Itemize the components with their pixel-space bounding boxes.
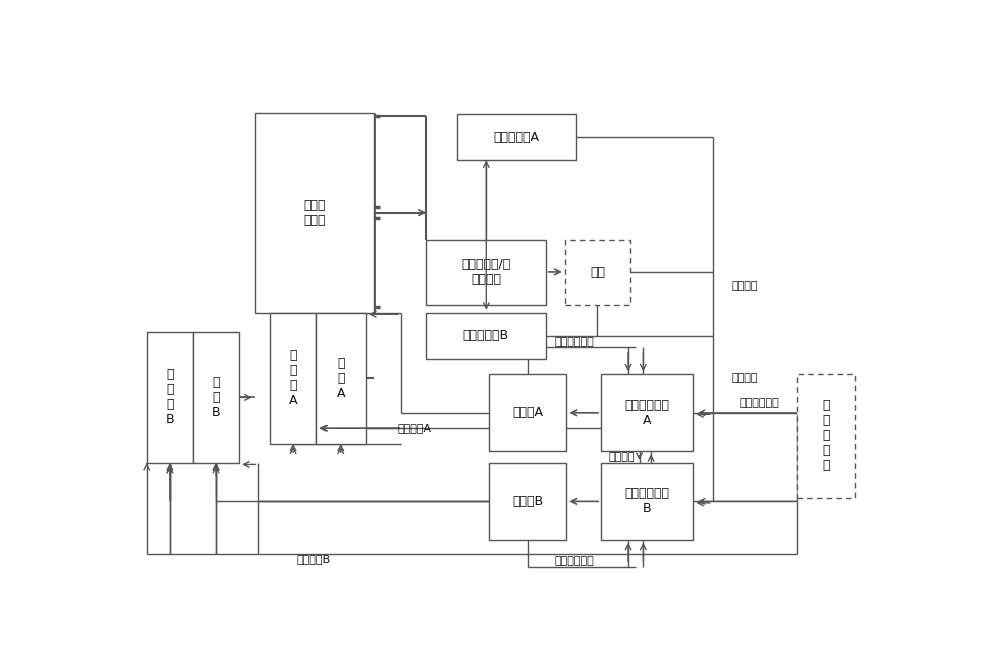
- Text: 桥路电流采样: 桥路电流采样: [554, 337, 594, 347]
- Bar: [601, 374, 693, 451]
- Bar: [565, 239, 630, 305]
- Bar: [489, 463, 566, 540]
- Text: 位置传感器A: 位置传感器A: [494, 130, 540, 143]
- Text: 舵面: 舵面: [590, 266, 605, 279]
- Bar: [426, 239, 546, 305]
- Bar: [255, 112, 374, 313]
- Bar: [489, 374, 566, 451]
- Text: 逆变器A: 逆变器A: [512, 406, 543, 419]
- Text: 位置传感器B: 位置传感器B: [463, 329, 509, 342]
- Bar: [797, 374, 855, 498]
- Text: 数字控制单元
A: 数字控制单元 A: [625, 399, 670, 427]
- Text: 位置采样: 位置采样: [732, 373, 758, 383]
- Text: 控
制
计
算
机: 控 制 计 算 机: [823, 399, 830, 472]
- Text: 制
动
器
A: 制 动 器 A: [289, 349, 297, 407]
- Text: 制
动
器
B: 制 动 器 B: [166, 369, 174, 426]
- Text: 双机通讯: 双机通讯: [609, 452, 635, 463]
- Text: 滚珠丝杠副/谐
波减速器: 滚珠丝杠副/谐 波减速器: [461, 258, 511, 286]
- Text: 电
机
A: 电 机 A: [337, 357, 345, 400]
- Text: 桥路电流采样: 桥路电流采样: [554, 556, 594, 567]
- Text: 电
机
B: 电 机 B: [212, 376, 220, 419]
- Text: 位置采样: 位置采样: [732, 281, 758, 291]
- Bar: [426, 313, 546, 359]
- Bar: [601, 463, 693, 540]
- Text: 逆变器B: 逆变器B: [512, 495, 543, 508]
- Text: 差动周
转轮系: 差动周 转轮系: [303, 199, 325, 227]
- Text: 打舵指令信号: 打舵指令信号: [739, 398, 779, 408]
- Bar: [316, 313, 366, 444]
- Bar: [457, 114, 576, 160]
- Bar: [270, 313, 316, 444]
- Text: 制动控制A: 制动控制A: [397, 423, 431, 434]
- Text: 制动控制B: 制动控制B: [297, 554, 331, 564]
- Bar: [193, 332, 239, 463]
- Bar: [147, 332, 193, 463]
- Text: 数字控制单元
B: 数字控制单元 B: [625, 487, 670, 515]
